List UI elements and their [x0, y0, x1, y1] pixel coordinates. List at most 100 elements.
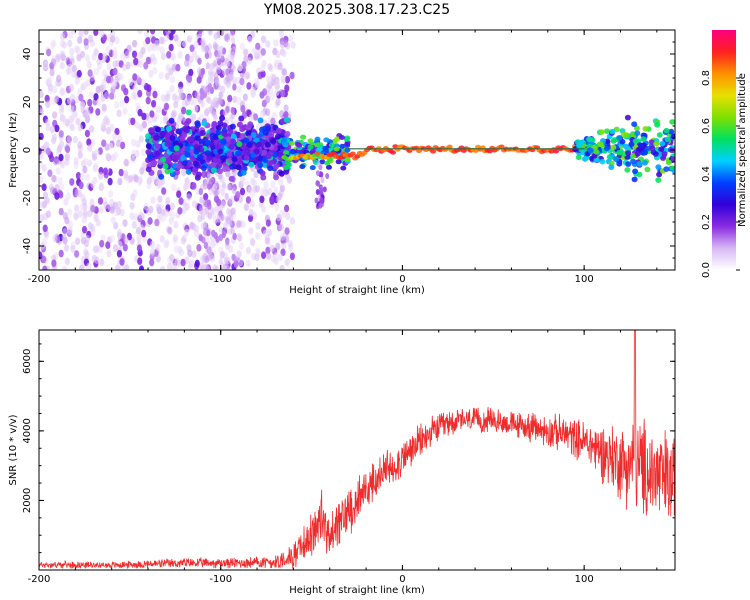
heatmap-cell [616, 149, 623, 156]
heatmap-cell [150, 53, 156, 62]
heatmap-cell [307, 144, 314, 150]
heatmap-cell [69, 123, 75, 132]
heatmap-cell [236, 250, 242, 258]
heatmap-cell [178, 86, 184, 95]
heatmap-cell [52, 111, 58, 119]
heatmap-cell [654, 122, 661, 128]
heatmap-cell [268, 131, 275, 138]
heatmap-cell [278, 223, 284, 231]
heatmap-cell [284, 131, 291, 137]
heatmap-cell [76, 69, 82, 78]
heatmap-cell [191, 200, 198, 208]
heatmap-cell [160, 214, 166, 222]
heatmap-cell [200, 40, 206, 48]
heatmap-cell [164, 30, 171, 35]
heatmap-cell [94, 148, 100, 157]
heatmap-cell [575, 154, 582, 161]
heatmap-cell [273, 174, 280, 181]
heatmap-cell [274, 88, 280, 96]
heatmap-cell [98, 206, 104, 214]
heatmap-cell [288, 34, 294, 42]
heatmap-cell [343, 136, 350, 142]
heatmap-cell [231, 253, 236, 261]
heatmap-cell [217, 168, 223, 175]
heatmap-cell [338, 155, 344, 160]
heatmap-cell [276, 213, 282, 222]
heatmap-cell [610, 138, 617, 144]
heatmap-cell [229, 123, 236, 130]
heatmap-cell [220, 250, 225, 259]
heatmap-cell [194, 91, 200, 99]
heatmap-cell [175, 63, 181, 72]
heatmap-cell [239, 187, 246, 196]
heatmap-cell [257, 162, 264, 169]
heatmap-cell [151, 100, 157, 108]
heatmap-cell [132, 73, 138, 81]
heatmap-cell [47, 169, 53, 177]
heatmap-cell [90, 204, 96, 213]
heatmap-cell [116, 109, 122, 118]
heatmap-cell [275, 127, 282, 134]
heatmap-cell [143, 61, 149, 70]
heatmap-cell [108, 190, 114, 198]
heatmap-cell [230, 51, 236, 59]
heatmap-cell [238, 115, 245, 122]
heatmap-cell [193, 104, 199, 113]
heatmap-cell [221, 166, 228, 172]
heatmap-cell [109, 234, 115, 243]
heatmap-cell [220, 138, 227, 145]
heatmap-cell [194, 187, 201, 196]
heatmap-cell [82, 157, 89, 166]
heatmap-cell [84, 112, 90, 121]
heatmap-cell [136, 244, 142, 252]
heatmap-cell [264, 237, 270, 245]
heatmap-cell [82, 165, 88, 174]
heatmap-cell [269, 195, 275, 204]
heatmap-cell [212, 216, 218, 224]
heatmap-cell [603, 145, 610, 152]
heatmap-cell [138, 51, 144, 59]
heatmap-cell [222, 265, 227, 270]
heatmap-cell [81, 225, 88, 234]
heatmap-cell [65, 192, 71, 200]
heatmap-cell [213, 43, 218, 51]
heatmap-cell [146, 181, 152, 190]
heatmap-cell [98, 52, 104, 61]
heatmap-cell [230, 138, 237, 145]
heatmap-cell [178, 248, 184, 257]
heatmap-cell [173, 220, 179, 229]
heatmap-cell [75, 237, 81, 245]
heatmap-cell [145, 143, 152, 150]
y-tick-label: -40 [22, 238, 33, 254]
heatmap-cell [238, 258, 244, 267]
heatmap-cell [117, 240, 123, 249]
heatmap-cell [270, 180, 276, 189]
heatmap-cell [148, 70, 154, 78]
heatmap-cell [111, 81, 117, 89]
heatmap-cell [51, 174, 57, 183]
heatmap-cell [296, 142, 303, 148]
heatmap-cell [272, 163, 279, 170]
heatmap-cell [225, 74, 230, 82]
heatmap-cell [183, 120, 190, 127]
heatmap-cell [255, 222, 261, 230]
heatmap-cell [46, 48, 52, 57]
heatmap-cell [153, 134, 160, 141]
heatmap-cell [265, 108, 271, 117]
heatmap-cell [198, 188, 203, 196]
heatmap-cell [200, 255, 206, 263]
heatmap-cell [160, 156, 167, 163]
heatmap-cell [248, 208, 254, 217]
heatmap-cell [188, 136, 195, 143]
heatmap-cell [253, 48, 259, 57]
x-axis-label-top: Height of straight line (km) [289, 285, 425, 296]
heatmap-cell [131, 138, 137, 147]
heatmap-cell [280, 89, 286, 98]
heatmap-cell [270, 117, 276, 126]
heatmap-cell [232, 232, 237, 240]
heatmap-cell [47, 76, 53, 85]
heatmap-cell [45, 147, 51, 156]
y-tick-label: 2000 [22, 488, 33, 513]
heatmap-cell [178, 92, 184, 101]
heatmap-cell [622, 143, 629, 150]
